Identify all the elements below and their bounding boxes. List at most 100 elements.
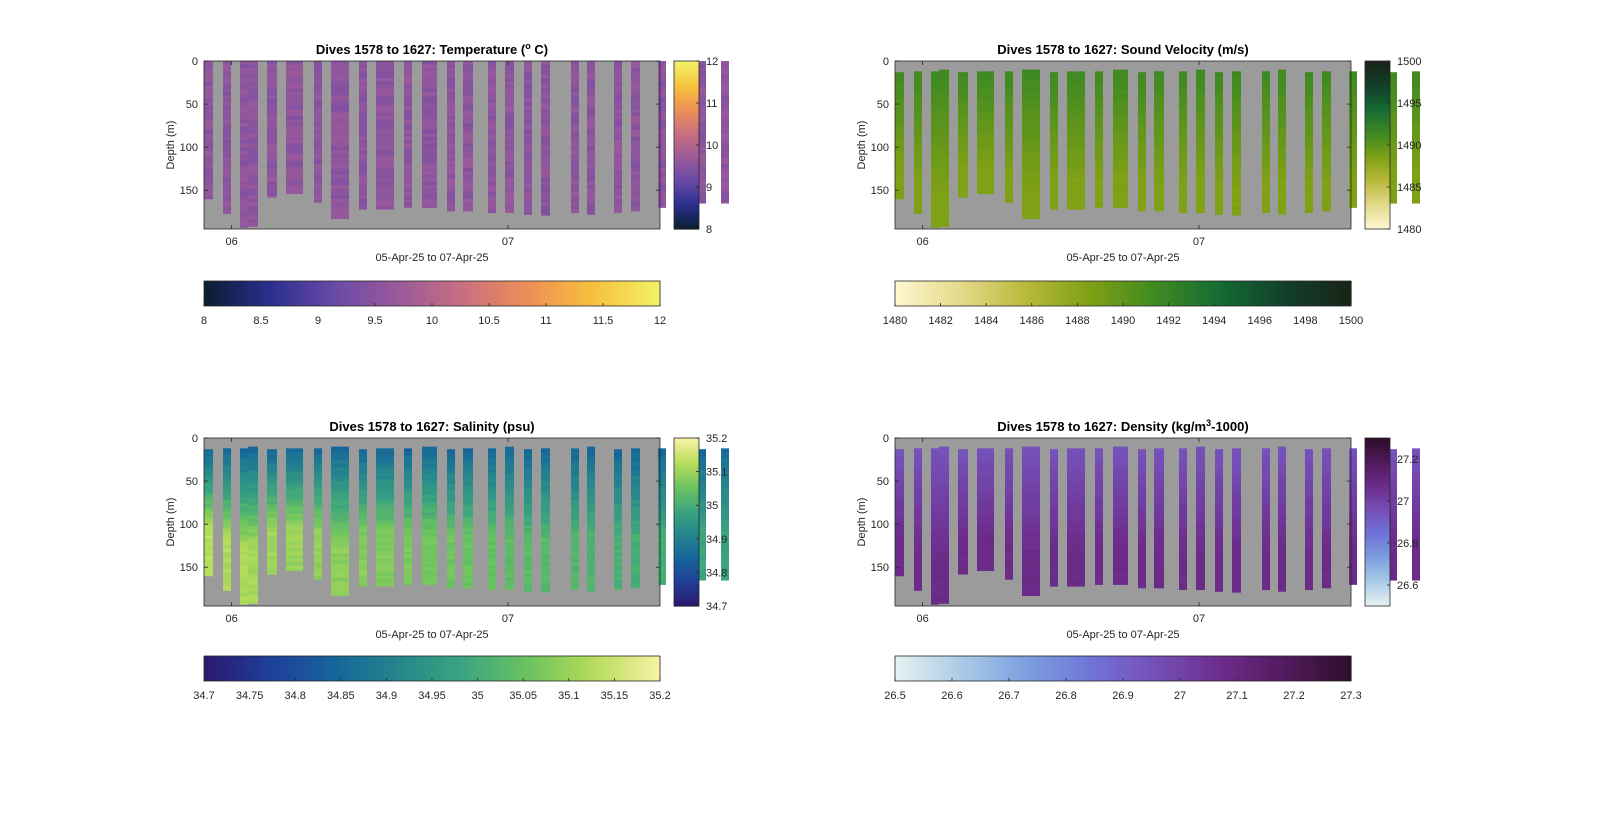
profile-cell: [1067, 150, 1085, 155]
profile-cell: [248, 598, 258, 603]
profile-cell: [614, 490, 622, 495]
profile-cell: [939, 450, 949, 454]
profile-cell: [359, 81, 367, 86]
colorbar-segment: [674, 153, 699, 157]
profile-cell: [359, 133, 367, 138]
profile-cell: [1349, 133, 1357, 138]
profile-cell: [267, 105, 277, 110]
profile-cell: [698, 147, 706, 151]
profile-cell: [1262, 489, 1270, 494]
profile-cell: [721, 116, 729, 120]
profile-cell: [1154, 123, 1164, 127]
profile-cell: [314, 154, 322, 158]
profile-cell: [447, 198, 455, 203]
colorbar-segment: [420, 656, 425, 681]
profile-cell: [977, 479, 994, 484]
colorbar-segment: [1316, 281, 1322, 306]
profile-cell: [1305, 480, 1313, 485]
profile-cell: [1349, 88, 1357, 93]
profile-cell: [1278, 107, 1286, 112]
profile-cell: [1022, 173, 1040, 177]
profile-cell: [1412, 154, 1420, 158]
profile-cell: [698, 514, 706, 519]
profile-cell: [267, 136, 277, 141]
profile-cell: [1215, 72, 1223, 77]
profile-cell: [422, 453, 437, 458]
profile-cell: [895, 75, 904, 80]
dive-profile: [204, 61, 213, 200]
profile-cell: [631, 174, 640, 179]
profile-cell: [541, 524, 550, 528]
profile-cell: [422, 494, 437, 499]
profile-cell: [958, 483, 968, 488]
profile-cell: [1278, 166, 1286, 170]
profile-cell: [248, 212, 258, 217]
profile-cell: [1389, 89, 1397, 94]
profile-cell: [1067, 500, 1085, 504]
profile-cell: [359, 549, 367, 553]
profile-cell: [658, 562, 666, 566]
profile-cell: [931, 524, 939, 528]
profile-cell: [571, 541, 579, 546]
profile-cell: [1095, 105, 1103, 110]
colorbar-segment: [466, 281, 471, 306]
profile-cell: [223, 513, 231, 518]
profile-cell: [1305, 154, 1313, 159]
profile-cell: [631, 572, 640, 577]
profile-cell: [505, 484, 514, 489]
profile-cell: [1067, 198, 1085, 203]
profile-cell: [895, 117, 904, 121]
profile-cell: [240, 486, 248, 491]
colorbar-segment: [1256, 281, 1261, 306]
profile-cell: [977, 188, 994, 193]
profile-cell: [977, 185, 994, 189]
colorbar-tick-label: 34.9: [376, 690, 397, 702]
dive-profile: [240, 61, 248, 228]
colorbar-segment: [325, 656, 330, 681]
profile-cell: [1322, 174, 1331, 179]
profile-cell: [1050, 75, 1058, 80]
profile-cell: [524, 81, 532, 86]
profile-cell: [958, 573, 968, 575]
dive-profile: [505, 61, 514, 214]
profile-cell: [1005, 486, 1013, 491]
profile-cell: [587, 477, 595, 482]
profile-cell: [314, 98, 322, 103]
profile-cell: [331, 126, 349, 131]
profile-cell: [958, 494, 968, 498]
profile-cell: [1113, 515, 1128, 520]
colorbar-segment: [1172, 281, 1177, 306]
profile-cell: [505, 88, 514, 93]
profile-cell: [1215, 165, 1223, 170]
colorbar-segment: [674, 128, 699, 132]
colorbar-tick-label: 1492: [1156, 315, 1180, 327]
colorbar-segment: [1016, 281, 1021, 306]
profile-cell: [958, 106, 968, 111]
profile-cell: [614, 116, 622, 120]
profile-cell: [376, 527, 394, 532]
profile-cell: [404, 154, 412, 158]
profile-cell: [204, 566, 213, 571]
profile-cell: [223, 191, 231, 196]
profile-cell: [422, 205, 437, 208]
profile-cell: [1389, 103, 1397, 108]
profile-cell: [614, 119, 622, 124]
colorbar-segment: [1164, 281, 1170, 306]
profile-cell: [204, 573, 213, 577]
profile-cell: [895, 452, 904, 457]
profile-cell: [1022, 539, 1040, 544]
colorbar-segment: [359, 281, 365, 306]
profile-cell: [376, 572, 394, 577]
colorbar-segment: [363, 656, 368, 681]
profile-cell: [1095, 506, 1103, 511]
profile-cell: [488, 520, 496, 525]
profile-cell: [240, 216, 248, 220]
profile-cell: [286, 503, 303, 508]
profile-cell: [1005, 126, 1013, 131]
profile-cell: [314, 71, 322, 76]
profile-cell: [331, 543, 349, 547]
profile-cell: [223, 181, 231, 186]
profile-cell: [422, 102, 437, 107]
profile-cell: [958, 82, 968, 87]
profile-cell: [204, 456, 213, 460]
